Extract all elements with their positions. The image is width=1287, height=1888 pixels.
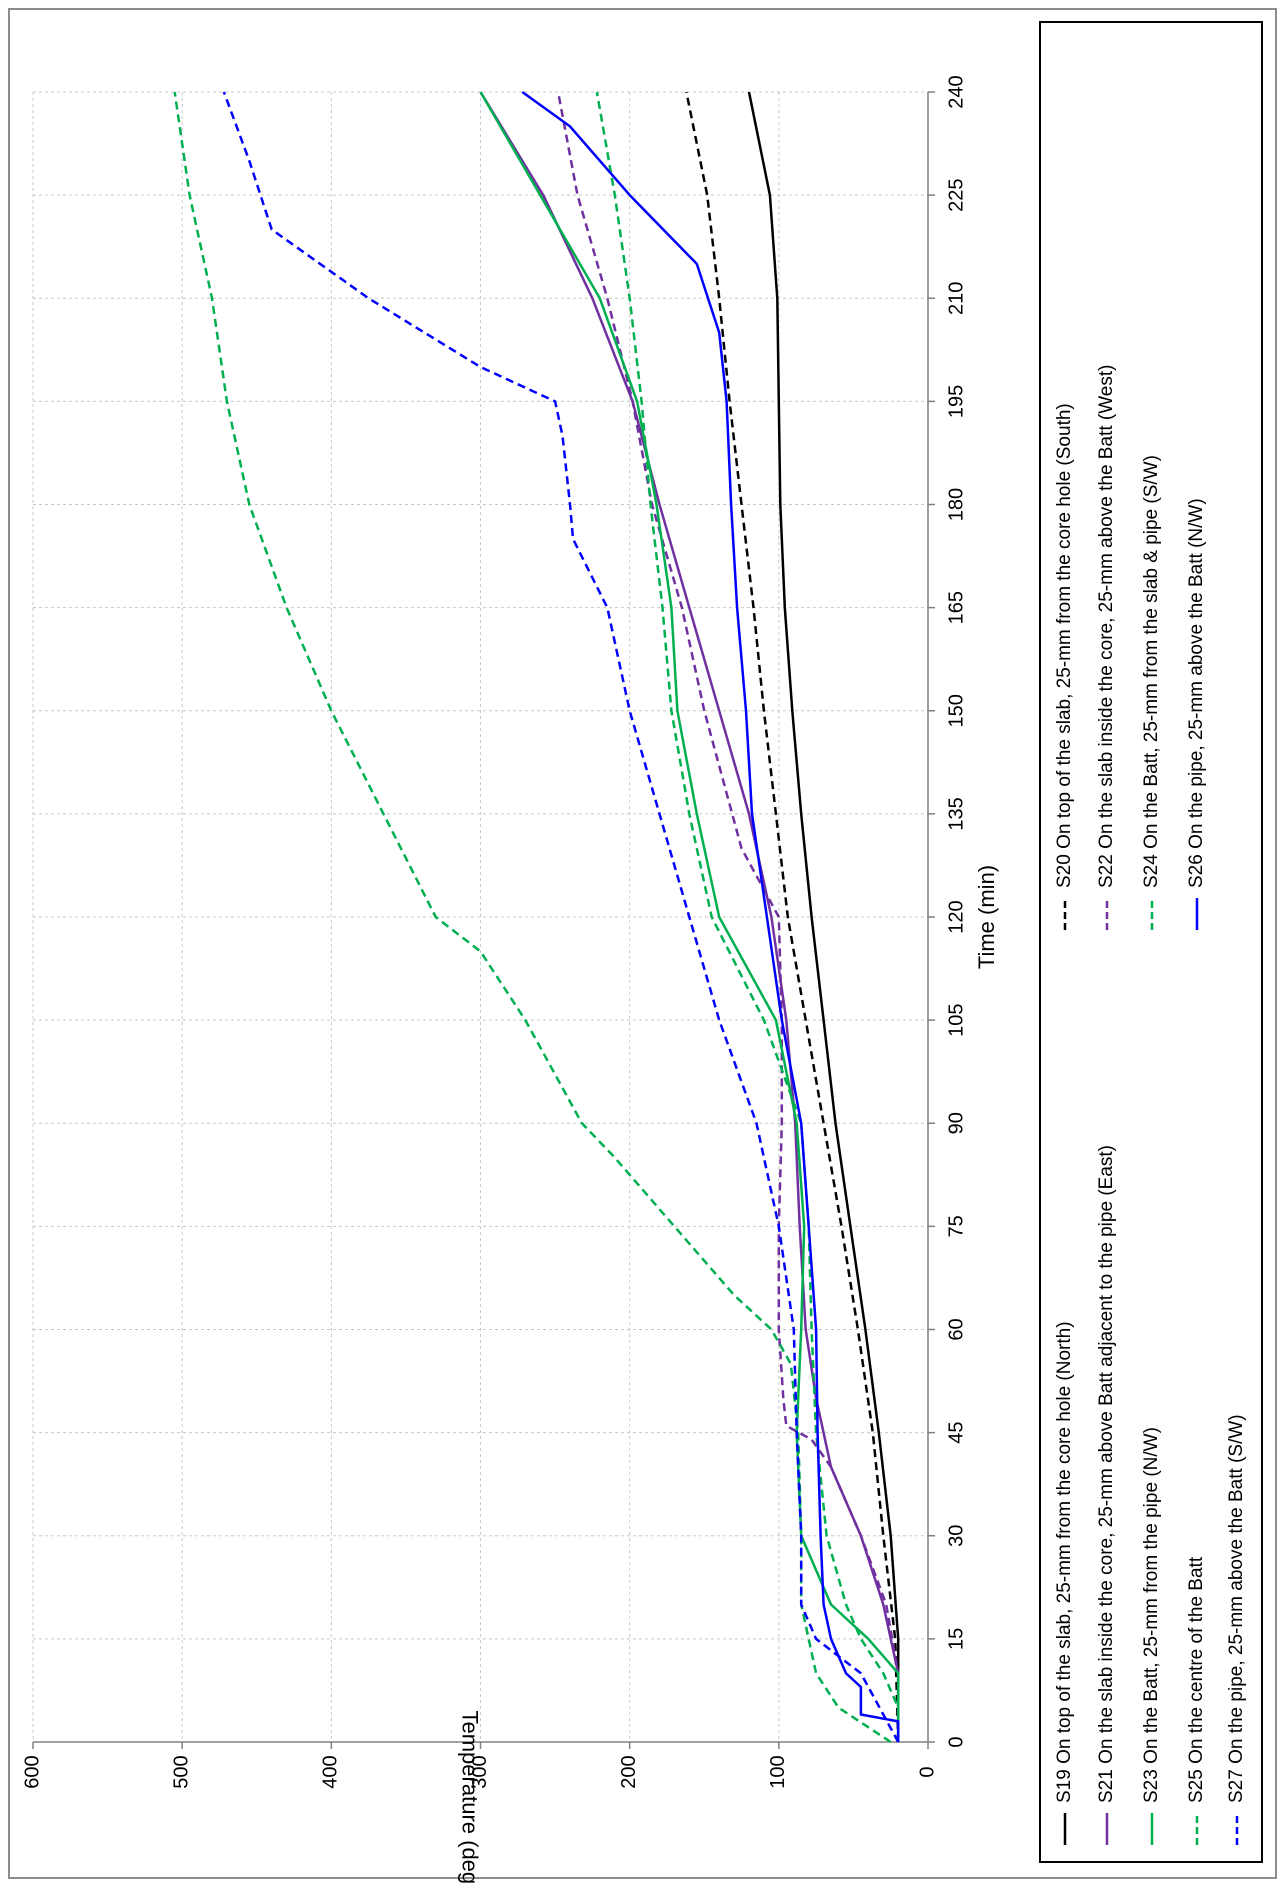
legend-item-s26: S26 On the pipe, 25-mm above the Batt (N… <box>1186 498 1207 930</box>
series-line-s26 <box>521 90 900 1742</box>
x-tick-labels: 0 15 30 45 60 75 90 105 120 135 150 165 180 195 210 225… <box>928 75 967 1748</box>
temp-tick-label-200: 200 <box>618 1755 640 1788</box>
temp-tick-label-600: 600 <box>21 1755 43 1788</box>
legend-item-s25: S25 On the centre of the Batt <box>1186 1556 1207 1845</box>
time-tick-label-225: 225 <box>945 178 967 211</box>
series-line-s22 <box>556 91 900 1742</box>
time-tick-label-210: 210 <box>945 282 967 315</box>
legend-label: S27 On the pipe, 25-mm above the Batt (S… <box>1226 1414 1247 1803</box>
legend-item-s21: S21 On the slab inside the core, 25-mm a… <box>1096 1145 1117 1845</box>
time-tick-label-120: 120 <box>945 900 967 933</box>
temp-tick-label-400: 400 <box>320 1755 342 1788</box>
legend-item-s19: S19 On top of the slab, 25-mm from the c… <box>1054 1321 1075 1845</box>
series-line-s20 <box>685 91 900 1743</box>
time-tick-label-90: 90 <box>945 1112 967 1134</box>
legend-item-s22: S22 On the slab inside the core, 25-mm a… <box>1096 365 1117 930</box>
time-tick-label-105: 105 <box>945 1003 967 1036</box>
x-axis-title: Time (min) <box>974 865 999 969</box>
time-tick-label-60: 60 <box>945 1318 967 1340</box>
time-tick-label-195: 195 <box>945 385 967 418</box>
temp-tick-label-300: 300 <box>469 1755 491 1788</box>
y-tick-labels: 0 100 200 300 400 500 600 <box>21 1742 938 1789</box>
series-line-s25 <box>173 91 892 1744</box>
legend-label: S23 On the Batt, 25-mm from the pipe (N/… <box>1141 1427 1162 1803</box>
time-tick-label-0: 0 <box>945 1736 967 1747</box>
time-tick-label-165: 165 <box>945 591 967 624</box>
legend-label: S25 On the centre of the Batt <box>1186 1556 1207 1803</box>
legend-label: S26 On the pipe, 25-mm above the Batt (N… <box>1186 498 1207 888</box>
series-line-s27 <box>222 91 900 1743</box>
legend-item-s24: S24 On the Batt, 25-mm from the slab & p… <box>1141 455 1162 930</box>
grid-lines <box>32 91 929 1743</box>
legend-label: S19 On top of the slab, 25-mm from the c… <box>1054 1321 1075 1803</box>
time-tick-label-180: 180 <box>945 488 967 521</box>
temp-tick-label-0: 0 <box>916 1766 938 1777</box>
time-tick-label-30: 30 <box>945 1525 967 1547</box>
time-tick-label-15: 15 <box>945 1628 967 1650</box>
temp-tick-label-500: 500 <box>170 1755 192 1788</box>
series-line-s19 <box>747 91 900 1742</box>
legend-label: S20 On top of the slab, 25-mm from the c… <box>1054 403 1075 888</box>
time-tick-label-135: 135 <box>945 797 967 830</box>
time-tick-label-150: 150 <box>945 694 967 727</box>
legend-item-s23: S23 On the Batt, 25-mm from the pipe (N/… <box>1141 1427 1162 1845</box>
temp-tick-label-100: 100 <box>767 1755 789 1788</box>
legend-label: S24 On the Batt, 25-mm from the slab & p… <box>1141 455 1162 888</box>
legend-label: S21 On the slab inside the core, 25-mm a… <box>1096 1145 1117 1803</box>
series-line-s24 <box>595 91 900 1742</box>
time-tick-label-240: 240 <box>945 75 967 108</box>
legend-box <box>1039 21 1263 1863</box>
legend: S19 On top of the slab, 25-mm from the c… <box>1054 365 1247 1845</box>
series-lines <box>173 90 900 1744</box>
legend-item-s27: S27 On the pipe, 25-mm above the Batt (S… <box>1226 1414 1247 1845</box>
time-tick-label-45: 45 <box>945 1422 967 1444</box>
legend-item-s20: S20 On top of the slab, 25-mm from the c… <box>1054 403 1075 930</box>
time-tick-label-75: 75 <box>945 1215 967 1237</box>
series-line-s23 <box>479 91 900 1742</box>
legend-label: S22 On the slab inside the core, 25-mm a… <box>1096 365 1117 888</box>
y-axis-title: Temperature (deg C) <box>458 1711 483 1888</box>
